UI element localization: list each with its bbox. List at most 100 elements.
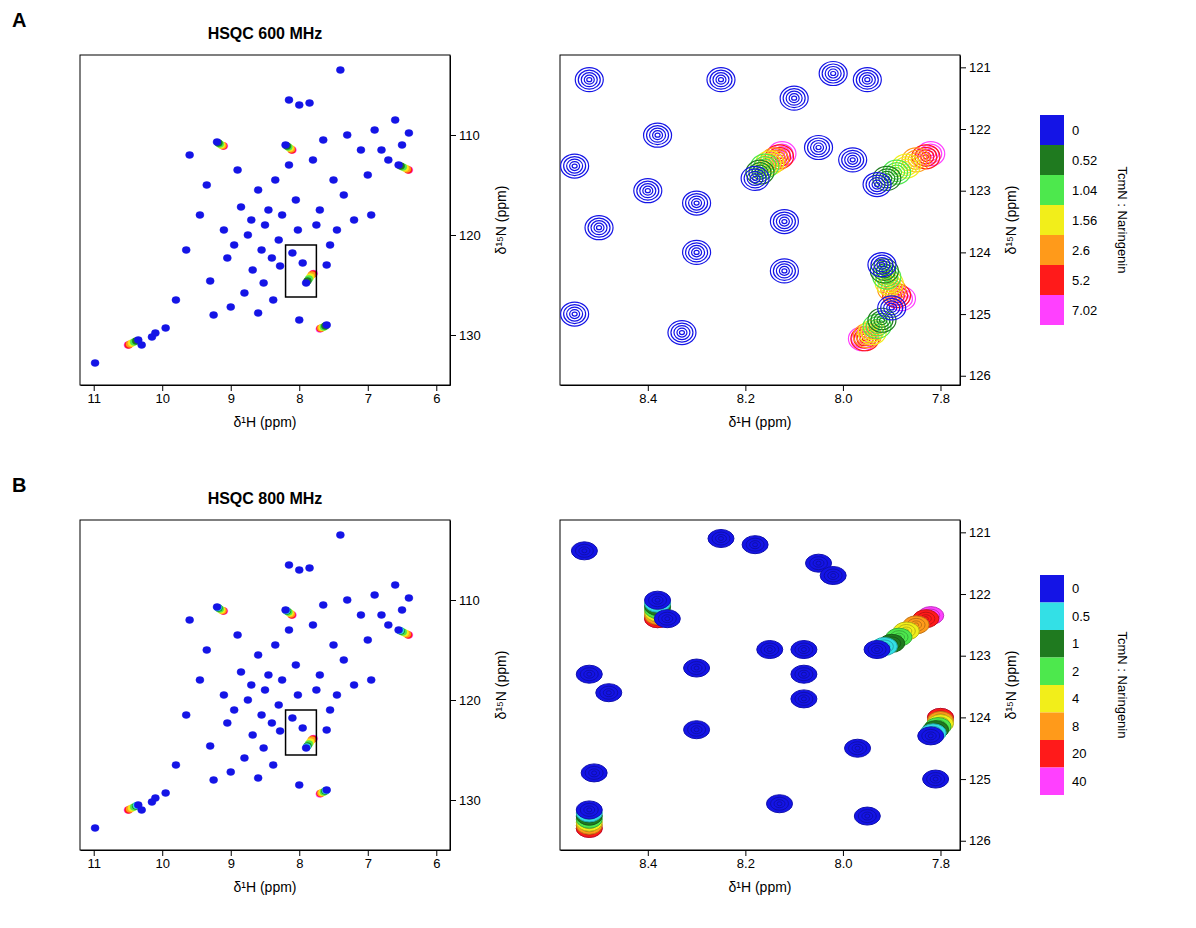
peak-contour <box>718 537 723 541</box>
peak-contour <box>650 128 666 142</box>
peak-contour <box>791 665 817 683</box>
peak-contour <box>391 582 399 589</box>
peak-contour <box>653 131 663 140</box>
peak-contour <box>223 720 231 727</box>
legend-title: TcmN : Naringenin <box>1115 167 1130 274</box>
legend-label: 2 <box>1072 664 1079 679</box>
peak-contour <box>567 159 583 173</box>
y-tick: 122 <box>960 587 991 602</box>
peak-contour <box>269 297 277 304</box>
peak-contour <box>849 742 867 755</box>
peak <box>278 212 286 219</box>
peak-contour <box>791 690 817 708</box>
peak-contour <box>643 186 653 195</box>
peak-contour <box>585 766 603 779</box>
peak-contour <box>234 632 242 639</box>
peak-contour <box>692 199 702 208</box>
peak <box>791 690 817 708</box>
x-tick: 10 <box>155 385 169 406</box>
peak-contour <box>671 323 693 342</box>
peak-contour <box>850 158 855 162</box>
peak-contour <box>330 642 338 649</box>
peak-contour <box>712 532 730 545</box>
y-axis: 121122123124125126 <box>960 521 991 851</box>
peak <box>264 672 272 679</box>
x-tick: 8.0 <box>834 385 852 406</box>
peak-series <box>561 62 906 345</box>
peak <box>282 607 290 614</box>
peak-contour <box>587 672 592 676</box>
peak-contour <box>930 775 941 783</box>
figure-svg: 11109876110120130δ¹H (ppm)δ¹⁵N (ppm)HSQC… <box>0 0 1196 928</box>
x-axis: 8.48.28.07.8 <box>561 850 961 871</box>
peak-contour <box>282 607 290 614</box>
x-tick-mark <box>648 850 649 856</box>
peak <box>230 242 238 249</box>
peak-contour <box>798 670 809 678</box>
peak <box>261 222 269 229</box>
peak <box>854 807 880 825</box>
peak <box>319 137 327 144</box>
peak-contour <box>186 152 194 159</box>
peak-contour <box>364 637 372 644</box>
peak-contour <box>824 569 842 582</box>
peak-contour <box>674 326 690 340</box>
x-tick: 8 <box>296 850 303 871</box>
peak <box>684 721 710 739</box>
peak-contour <box>715 535 726 543</box>
x-axis-title: δ¹H (ppm) <box>728 879 791 895</box>
peak-contour <box>684 659 710 677</box>
x-tick: 10 <box>155 850 169 871</box>
legend-swatch <box>1040 145 1064 175</box>
peak-contour <box>718 78 723 82</box>
peak <box>294 692 302 699</box>
peak <box>247 682 255 689</box>
peak-contour <box>319 602 327 609</box>
peak-contour <box>713 73 729 87</box>
peak-contour <box>869 178 885 192</box>
y-axis-title: δ¹⁵N (ppm) <box>493 651 509 720</box>
peak <box>330 642 338 649</box>
peak <box>234 632 242 639</box>
zoom-box <box>286 245 317 297</box>
peak <box>260 280 268 287</box>
peak-contour <box>214 604 222 611</box>
y-tick-label: 121 <box>969 525 991 540</box>
peak-contour <box>677 328 687 337</box>
peak-contour <box>564 305 586 324</box>
peak-contour <box>285 162 293 169</box>
peak-contour <box>770 259 798 283</box>
peak-contour <box>750 174 760 183</box>
peak-series <box>761 148 930 348</box>
peak-contour <box>683 240 711 264</box>
peak-contour <box>264 672 272 679</box>
peak-contour <box>340 192 348 199</box>
peak-contour <box>764 646 775 654</box>
peak <box>312 222 320 229</box>
peak-contour <box>679 331 684 335</box>
peak-contour <box>865 78 870 82</box>
peak-contour <box>811 141 827 155</box>
peak-contour <box>923 770 949 788</box>
peak-contour <box>881 298 903 317</box>
peak <box>364 637 372 644</box>
peak-contour <box>275 237 283 244</box>
peak-contour <box>384 622 392 629</box>
peak-series <box>766 145 940 351</box>
peak <box>172 297 180 304</box>
peak-contour <box>877 260 887 269</box>
peak-contour <box>138 342 146 349</box>
peak-contour <box>694 201 699 205</box>
peak <box>285 627 293 634</box>
peak-contour <box>275 702 283 709</box>
y-tick-label: 120 <box>459 228 481 243</box>
legend-label: 4 <box>1072 691 1079 706</box>
peak <box>288 715 296 722</box>
peak <box>295 102 303 109</box>
peak-contour <box>813 559 824 567</box>
peak <box>654 610 680 628</box>
peak <box>206 278 214 285</box>
peak-contour <box>312 687 320 694</box>
peak <box>203 182 211 189</box>
peak <box>269 297 277 304</box>
